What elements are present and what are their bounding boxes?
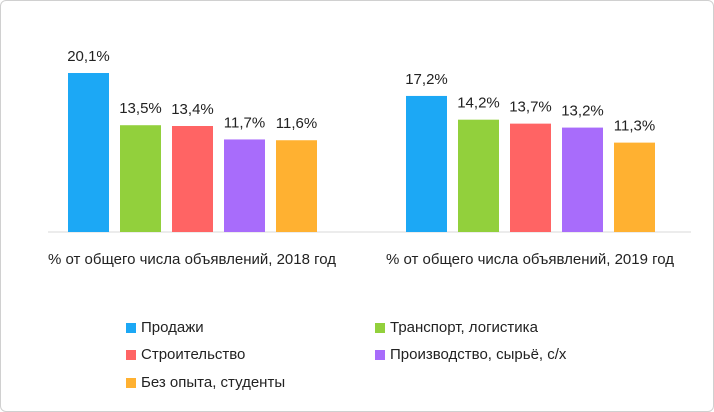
value-label: 13,4% xyxy=(171,101,214,118)
bar xyxy=(406,95,447,232)
value-label: 11,3% xyxy=(614,118,655,135)
legend-label: Транспорт, логистика xyxy=(390,319,539,336)
legend-swatch xyxy=(126,323,136,333)
value-label: 11,6% xyxy=(276,115,317,132)
x-tick-label: % от общего числа объявлений, 2018 год xyxy=(47,251,337,268)
legend-label: Продажи xyxy=(141,319,204,336)
value-label: 17,2% xyxy=(405,71,448,88)
bar xyxy=(510,123,551,232)
legend-swatch xyxy=(375,350,385,360)
bar xyxy=(458,119,499,232)
legend-swatch xyxy=(126,350,136,360)
legend-label: Строительство xyxy=(141,346,245,363)
bar xyxy=(224,139,265,232)
bar xyxy=(172,126,213,232)
bar xyxy=(68,73,109,232)
bar xyxy=(276,140,317,232)
legend-label: Без опыта, студенты xyxy=(141,374,285,391)
bar xyxy=(562,127,603,232)
legend-swatch xyxy=(126,378,136,388)
value-label: 20,1% xyxy=(67,48,110,65)
bar xyxy=(120,125,161,232)
x-tick-label: % от общего числа объявлений, 2019 год xyxy=(385,251,675,268)
value-label: 11,7% xyxy=(224,114,265,131)
legend-swatch xyxy=(375,323,385,333)
legend-label: Производство, сырьё, с/х xyxy=(390,346,567,363)
value-label: 13,5% xyxy=(119,100,162,117)
value-label: 13,7% xyxy=(509,99,552,116)
bar xyxy=(614,142,655,232)
value-label: 13,2% xyxy=(561,103,604,120)
value-label: 14,2% xyxy=(457,95,500,112)
